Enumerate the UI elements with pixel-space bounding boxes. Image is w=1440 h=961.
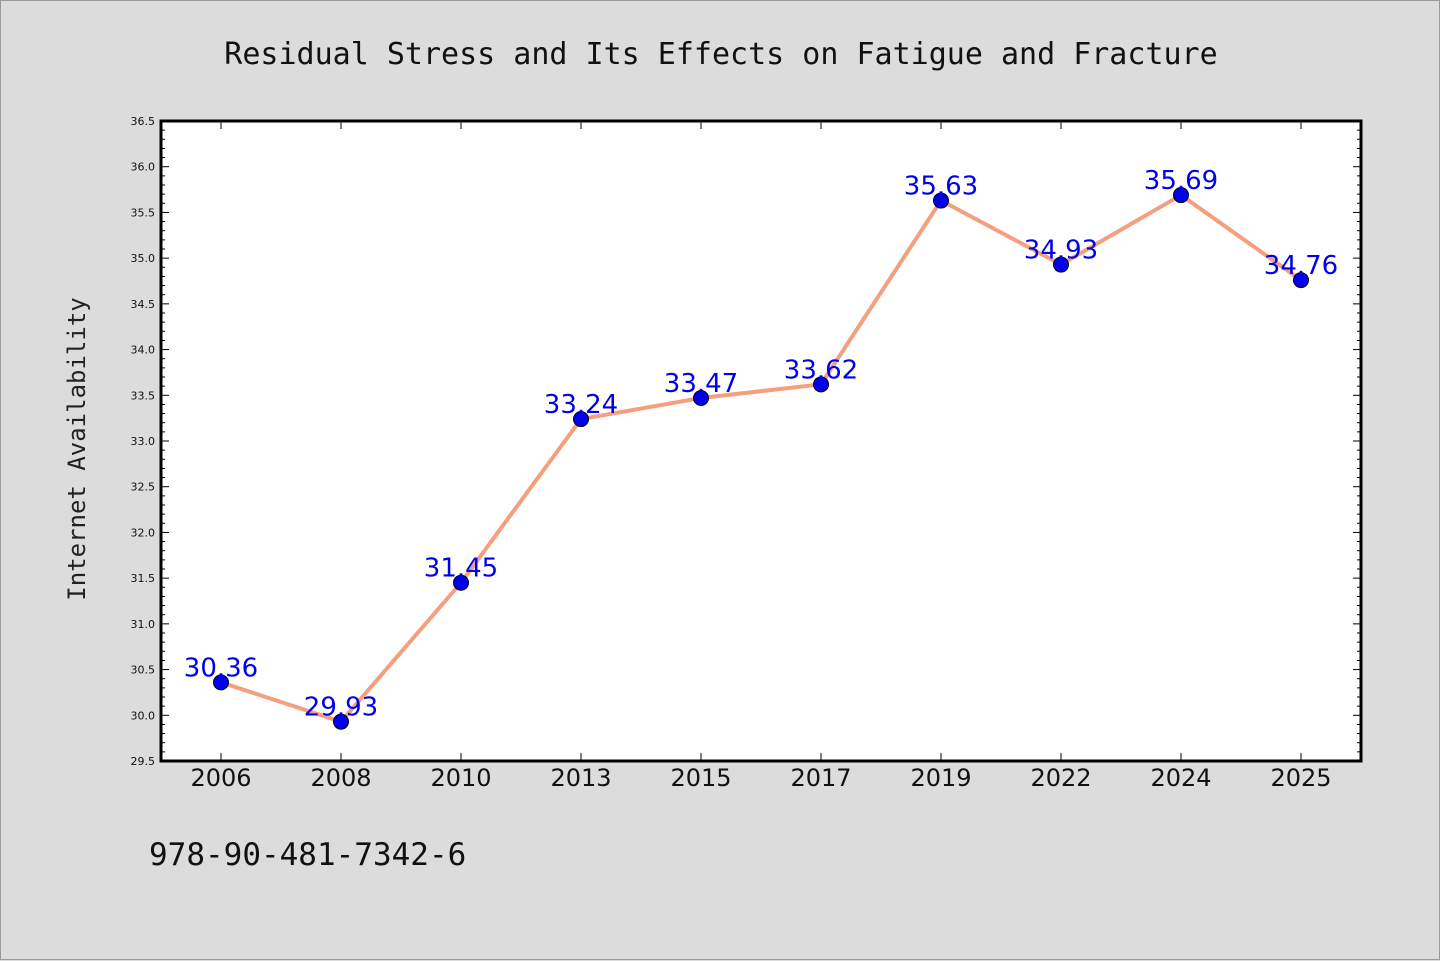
y-tick-label: 30.0 [131, 709, 156, 722]
data-point [1293, 272, 1309, 289]
y-tick-label: 32.0 [131, 526, 156, 539]
x-tick-label: 2008 [310, 764, 371, 792]
data-label: 31.45 [424, 554, 498, 584]
y-tick-label: 32.5 [131, 481, 156, 494]
data-point [1173, 187, 1189, 204]
y-tick-label: 34.0 [131, 344, 156, 357]
series-line [220, 193, 1303, 724]
y-tick-label: 36.0 [131, 161, 156, 174]
y-tick-label: 35.0 [131, 252, 156, 265]
series-layer: 30.36 29.93 31.45 33.24 33.47 33.62 35.63 34.93… [184, 166, 1338, 730]
x-tick-label: 2013 [550, 764, 611, 792]
data-label: 33.47 [664, 369, 738, 399]
data-label: 34.76 [1264, 251, 1338, 281]
data-point [573, 411, 589, 428]
data-point [333, 713, 349, 730]
y-tick-label: 34.5 [131, 298, 156, 311]
y-axis-label: Internet Availability [63, 297, 91, 600]
data-point [1053, 256, 1069, 273]
chart-title: Residual Stress and Its Effects on Fatig… [224, 37, 1217, 72]
y-tick-label: 31.0 [131, 618, 156, 631]
x-tick-label: 2006 [190, 764, 251, 792]
x-tick-label: 2015 [670, 764, 731, 792]
x-tick-label: 2017 [790, 764, 851, 792]
x-tick-label: 2022 [1030, 764, 1091, 792]
data-point [453, 574, 469, 591]
x-tick-label: 2010 [430, 764, 491, 792]
y-tick-label: 31.5 [131, 572, 156, 585]
plot-area [159, 119, 1363, 763]
data-point [813, 376, 829, 393]
data-label: 35.63 [904, 172, 978, 202]
isbn-footer: 978-90-481-7342-6 [149, 837, 466, 873]
y-tick-label: 30.5 [131, 664, 156, 677]
data-label: 35.69 [1144, 166, 1218, 196]
data-point [933, 192, 949, 209]
y-tick-label: 33.5 [131, 389, 156, 402]
y-tick-label: 35.5 [131, 206, 156, 219]
y-tick-label: 33.0 [131, 435, 156, 448]
data-label: 29.93 [304, 693, 378, 723]
x-axis: 2006 2008 2010 2013 2015 2017 2019 2022 2024 2025 [190, 121, 1332, 792]
x-tick-label: 2025 [1270, 764, 1331, 792]
data-point [693, 390, 709, 407]
x-tick-label: 2024 [1150, 764, 1211, 792]
data-label: 34.93 [1024, 236, 1098, 266]
y-tick-label: 36.5 [131, 115, 156, 128]
data-label: 33.24 [544, 390, 618, 420]
data-label: 30.36 [184, 653, 258, 683]
x-tick-label: 2019 [910, 764, 971, 792]
data-point [213, 674, 229, 691]
y-axis: 29.5 30.0 30.5 31.0 31.5 32.0 32.5 33.0 33.5 34.0… [131, 115, 1361, 768]
y-tick-label: 29.5 [131, 755, 156, 768]
data-label: 33.62 [784, 355, 858, 385]
